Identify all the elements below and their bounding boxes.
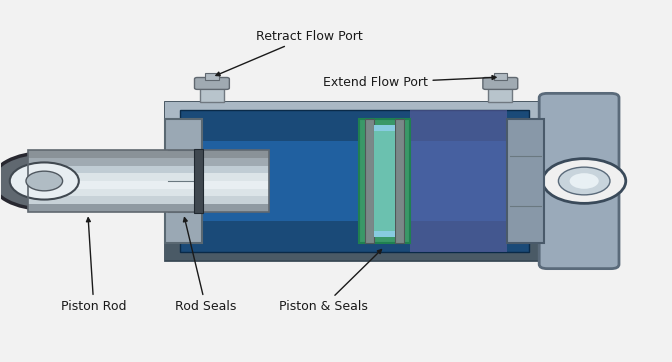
Circle shape: [542, 159, 626, 203]
FancyBboxPatch shape: [165, 119, 202, 243]
Text: Extend Flow Port: Extend Flow Port: [323, 76, 496, 89]
Bar: [165, 241, 544, 260]
Bar: [194, 149, 203, 213]
Bar: [28, 189, 269, 196]
Bar: [28, 173, 269, 181]
Bar: [205, 73, 218, 80]
Text: Rod Seals: Rod Seals: [175, 218, 237, 313]
Bar: [395, 119, 405, 243]
Circle shape: [0, 153, 97, 209]
Bar: [165, 102, 544, 130]
Bar: [28, 166, 269, 173]
Bar: [489, 85, 512, 102]
Text: Piston & Seals: Piston & Seals: [279, 249, 382, 313]
Bar: [28, 150, 269, 212]
Bar: [28, 196, 269, 204]
Bar: [365, 119, 374, 243]
Bar: [374, 125, 395, 237]
Bar: [410, 110, 507, 252]
Bar: [28, 158, 269, 166]
FancyBboxPatch shape: [194, 77, 229, 89]
Text: Retract Flow Port: Retract Flow Port: [216, 30, 362, 76]
Bar: [360, 119, 410, 243]
Circle shape: [558, 167, 610, 195]
Bar: [179, 141, 529, 221]
FancyBboxPatch shape: [539, 93, 619, 269]
Bar: [28, 181, 269, 189]
Bar: [179, 110, 529, 252]
FancyBboxPatch shape: [165, 102, 544, 260]
Bar: [28, 204, 269, 212]
Bar: [200, 85, 224, 102]
FancyBboxPatch shape: [483, 77, 517, 89]
Bar: [507, 119, 544, 243]
Text: Piston Rod: Piston Rod: [61, 218, 126, 313]
Circle shape: [570, 173, 599, 189]
Circle shape: [26, 171, 62, 191]
Bar: [374, 131, 395, 231]
Bar: [494, 73, 507, 80]
Circle shape: [10, 163, 79, 199]
Bar: [28, 150, 269, 158]
